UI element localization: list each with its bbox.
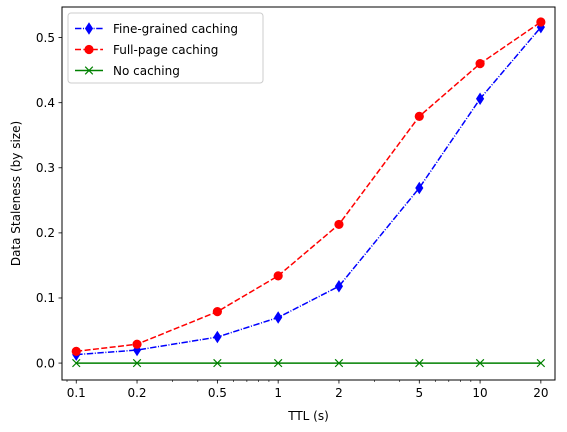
x-tick-label: 0.5 bbox=[208, 386, 227, 400]
series-line bbox=[76, 26, 542, 356]
y-tick-label: 0.0 bbox=[36, 356, 55, 370]
data-point-marker bbox=[72, 358, 81, 368]
data-point-marker bbox=[536, 17, 546, 27]
legend-label: Full-page caching bbox=[113, 43, 218, 57]
axes-frame bbox=[61, 6, 556, 381]
data-point-marker bbox=[415, 181, 424, 195]
data-point-marker bbox=[536, 358, 546, 368]
y-tick-label: 0.5 bbox=[36, 31, 55, 45]
data-point-marker bbox=[213, 330, 222, 344]
legend-label: No caching bbox=[113, 64, 180, 78]
data-point-marker bbox=[334, 280, 344, 293]
legend-marker bbox=[84, 66, 94, 75]
data-point-marker bbox=[132, 358, 142, 368]
series-line bbox=[76, 21, 542, 353]
legend-marker bbox=[84, 44, 94, 55]
y-tick-label: 0.2 bbox=[36, 226, 55, 240]
data-point-marker bbox=[274, 311, 283, 324]
data-point-marker bbox=[71, 346, 81, 356]
legend-entry: Full-page caching bbox=[75, 43, 218, 57]
data-point-marker bbox=[212, 307, 222, 317]
data-point-marker bbox=[414, 111, 424, 121]
legend-label: Fine-grained caching bbox=[113, 22, 238, 36]
axes bbox=[61, 6, 556, 381]
data-point-marker bbox=[334, 358, 344, 368]
data-point-marker bbox=[273, 358, 283, 368]
x-tick-label: 10 bbox=[472, 386, 487, 400]
plot-area bbox=[71, 17, 546, 368]
x-tick-label: 1 bbox=[274, 386, 282, 400]
legend: Fine-grained caching Full-page caching No … bbox=[67, 12, 264, 84]
data-point-marker bbox=[475, 92, 485, 106]
x-axis-ticks: 0.1 0.2 0.5 1 2 5 10 20 bbox=[67, 380, 548, 400]
y-axis-ticks: 0.0 0.1 0.2 0.3 0.4 0.5 bbox=[36, 31, 62, 370]
x-tick-label: 0.1 bbox=[67, 386, 86, 400]
legend-entry: Fine-grained caching bbox=[75, 22, 238, 36]
data-point-marker bbox=[415, 358, 424, 368]
y-tick-label: 0.1 bbox=[36, 291, 55, 305]
legend-entry: No caching bbox=[75, 64, 180, 78]
data-point-marker bbox=[475, 59, 485, 69]
series-2 bbox=[72, 358, 546, 368]
x-tick-label: 2 bbox=[335, 386, 343, 400]
data-point-marker bbox=[475, 358, 485, 368]
x-axis-label: TTL (s) bbox=[287, 409, 329, 423]
x-tick-label: 20 bbox=[533, 386, 548, 400]
data-point-marker bbox=[334, 219, 344, 230]
data-point-marker bbox=[213, 358, 222, 368]
x-tick-label: 5 bbox=[415, 386, 423, 400]
y-tick-label: 0.4 bbox=[36, 96, 55, 110]
series-1 bbox=[71, 17, 546, 356]
data-point-marker bbox=[132, 339, 142, 349]
legend-box bbox=[67, 12, 264, 84]
y-axis-label: Data Staleness (by size) bbox=[9, 121, 23, 266]
y-tick-label: 0.3 bbox=[36, 161, 55, 175]
legend-marker bbox=[84, 22, 94, 35]
x-tick-label: 0.2 bbox=[127, 386, 146, 400]
series-0 bbox=[72, 20, 545, 361]
data-point-marker bbox=[273, 271, 283, 281]
